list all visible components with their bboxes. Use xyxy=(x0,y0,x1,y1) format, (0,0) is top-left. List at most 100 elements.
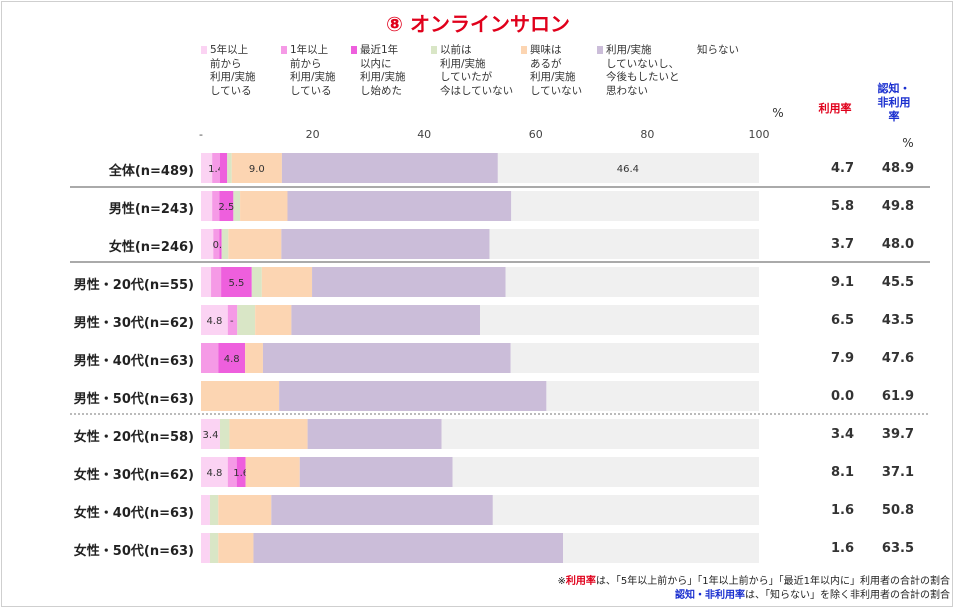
nonuse-value: 50.8 xyxy=(881,503,914,518)
bar-segment xyxy=(218,533,254,563)
legend-label: 最近1年 以内に 利用/実施 し始めた xyxy=(360,44,406,97)
bar-segment xyxy=(245,457,300,487)
row-label: 男性・40代(n=63) xyxy=(73,354,194,369)
row-label: 女性・30代(n=62) xyxy=(73,468,194,483)
bar-segment xyxy=(201,229,214,259)
rate-value: 1.6 xyxy=(830,503,854,518)
row-label: 男性(n=243) xyxy=(108,202,194,217)
x-tick-label: - xyxy=(199,128,203,141)
x-tick-label: 40 xyxy=(417,128,431,141)
x-tick-label: 100 xyxy=(749,128,770,141)
bar-segment xyxy=(279,381,547,411)
bar-segment xyxy=(262,343,511,373)
bar-segment xyxy=(221,267,252,297)
legend-item: 最近1年 以内に 利用/実施 し始めた xyxy=(351,44,406,98)
bar-segment xyxy=(227,305,238,335)
bar-segment xyxy=(287,191,512,221)
legend-swatch xyxy=(201,46,207,54)
bar-segment xyxy=(312,267,506,297)
data-label: 0.4 xyxy=(213,240,229,251)
rate-value: 7.9 xyxy=(830,351,854,366)
data-label: 4.8 xyxy=(206,468,222,479)
bar-segment xyxy=(237,305,256,335)
chart-title: ⑧ オンラインサロン xyxy=(386,12,570,36)
footnote-text: は、「知らない」を除く非利用者の合計の割合 xyxy=(745,590,950,601)
bar-segment xyxy=(231,153,282,183)
rate-value: 9.1 xyxy=(830,275,854,290)
legend-swatch xyxy=(521,46,527,54)
nonuse-unit: % xyxy=(902,136,914,150)
bar-segment xyxy=(201,305,228,335)
row-label: 男性・50代(n=63) xyxy=(73,392,194,407)
x-tick-label: 60 xyxy=(529,128,543,141)
bar-segment xyxy=(229,419,308,449)
rate-value: 3.4 xyxy=(830,427,854,442)
bar-segment xyxy=(201,533,210,563)
row-label: 女性(n=246) xyxy=(108,240,194,255)
legend-item: 5年以上 前から 利用/実施 している xyxy=(201,44,256,98)
bar-segment xyxy=(281,153,498,183)
bar-segment xyxy=(505,267,759,297)
nonuse-value: 63.5 xyxy=(881,541,914,556)
footnote: 認知・非利用率は、「知らない」を除く非利用者の合計の割合 xyxy=(675,586,950,601)
bar-segment xyxy=(213,229,220,259)
bar-segment xyxy=(201,457,228,487)
legend-swatch xyxy=(597,46,603,54)
bar-segment xyxy=(261,267,313,297)
rate-value: 6.5 xyxy=(830,313,854,328)
bar-segment xyxy=(201,381,280,411)
legend-label: 1年以上 前から 利用/実施 している xyxy=(290,44,336,97)
bar-segment xyxy=(281,229,490,259)
rate-value: 1.6 xyxy=(830,541,854,556)
rate-value: 4.7 xyxy=(830,161,854,176)
row-label: 女性・50代(n=63) xyxy=(73,544,194,559)
bar-segment xyxy=(219,419,230,449)
bar-segment xyxy=(218,495,272,525)
legend-label: 5年以上 前から 利用/実施 している xyxy=(210,44,256,97)
bar-segment xyxy=(546,381,759,411)
footnote: ※利用率は、「5年以上前から」「1年以上前から」「最近1年以内に」利用者の合計の… xyxy=(558,572,950,587)
bar-segment xyxy=(201,343,219,373)
footnote-prefix: ※ xyxy=(557,576,566,587)
data-label: 4.8 xyxy=(206,316,222,327)
nonuse-value: 47.6 xyxy=(881,351,914,366)
data-label: 5.5 xyxy=(228,278,244,289)
legend-label: 興味は あるが 利用/実施 していない xyxy=(530,44,583,97)
bar-segment xyxy=(240,191,288,221)
legend-swatch xyxy=(431,46,437,54)
bar-segment xyxy=(452,457,759,487)
legend-label: 以前は 利用/実施 していたが 今はしていない xyxy=(440,44,514,97)
rate-value: 0.0 xyxy=(830,389,854,404)
legend-item: 利用/実施 していないし、 今後もしたいと 思わない xyxy=(597,44,680,98)
bar-segment xyxy=(299,457,453,487)
bar-segment xyxy=(218,343,246,373)
unit-label: % xyxy=(772,106,784,120)
nonuse-value: 48.9 xyxy=(881,161,914,176)
bar-segment xyxy=(209,495,219,525)
bar-segment xyxy=(201,153,213,183)
row-label: 女性・20代(n=58) xyxy=(73,430,194,445)
bar-segment xyxy=(510,343,759,373)
bar-segment xyxy=(492,495,759,525)
footnote-term: 認知・非利用率 xyxy=(675,590,745,601)
footnote-term: 利用率 xyxy=(565,576,596,587)
bar-segment xyxy=(245,343,263,373)
bar-segment xyxy=(227,153,232,183)
bar-segment xyxy=(497,153,759,183)
bar-segment xyxy=(211,267,222,297)
data-label: 4.8 xyxy=(224,354,240,365)
legend-item: 興味は あるが 利用/実施 していない xyxy=(521,44,582,98)
bar-segment xyxy=(201,267,212,297)
row-label: 女性・40代(n=63) xyxy=(73,506,194,521)
bar-segment xyxy=(511,191,759,221)
row-label: 男性・20代(n=55) xyxy=(73,278,194,293)
bar-segment xyxy=(563,533,759,563)
rate-value: 8.1 xyxy=(830,465,854,480)
bar-segment xyxy=(251,267,262,297)
row-label: 男性・30代(n=62) xyxy=(73,316,194,331)
bar-segment xyxy=(201,191,213,221)
bar-segment xyxy=(209,533,219,563)
rate-value: 5.8 xyxy=(830,199,854,214)
bar-segment xyxy=(489,229,759,259)
